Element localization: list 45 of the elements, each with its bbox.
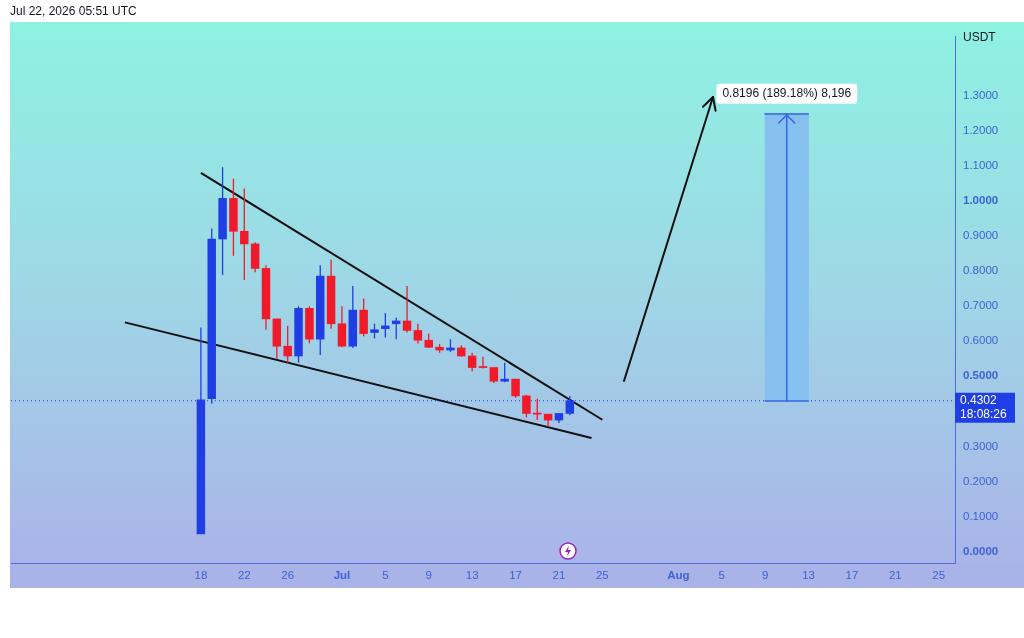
y-tick-label: 0.5000 [963, 369, 999, 382]
candlestick [413, 323, 423, 345]
y-tick-label: 0.9000 [963, 229, 999, 242]
x-tick-label: 21 [888, 569, 902, 582]
x-tick-label: 25 [595, 569, 609, 582]
x-tick-label: 22 [237, 569, 251, 582]
chart-subtitle: Jul 22, 2026 05:51 UTC [10, 4, 137, 18]
candlestick [402, 285, 412, 334]
y-tick-label: 0.8000 [963, 264, 999, 277]
text: 18:08:26 [960, 407, 1008, 422]
candlestick [467, 352, 477, 373]
y-tick-label: 0.0000 [963, 544, 999, 557]
x-tick-label: Jul [333, 569, 351, 582]
candlestick [337, 305, 347, 348]
x-tick-label: 25 [932, 569, 946, 582]
x-tick-label: Aug [667, 569, 690, 582]
x-tick-label: 17 [845, 569, 859, 582]
candlestick [511, 378, 520, 399]
candlestick [478, 356, 488, 370]
y-tick-label: 0.1000 [963, 509, 999, 522]
candlestick [283, 325, 292, 365]
y-axis-title: USDT [963, 30, 996, 44]
candlestick [381, 312, 390, 339]
candlestick [240, 187, 249, 281]
x-tick-label: 21 [552, 569, 566, 582]
x-tick-label: 5 [718, 569, 725, 582]
x-tick-label: 17 [509, 569, 522, 582]
x-tick-label: 13 [802, 569, 815, 582]
y-tick-label: 0.7000 [963, 299, 999, 312]
ref-line-label: 0.4302 [960, 393, 998, 408]
y-tick-label: 0.2000 [963, 474, 999, 487]
y-tick-label: 0.6000 [963, 334, 999, 347]
x-tick-label: 9 [425, 569, 432, 582]
candlestick [522, 394, 531, 418]
x-tick-label: 18 [194, 569, 208, 582]
y-tick-label: 1.1000 [963, 159, 999, 172]
x-tick-label: 26 [281, 569, 295, 582]
x-tick-label: 13 [465, 569, 479, 582]
y-tick-label: 1.0000 [963, 194, 999, 207]
y-tick-label: 1.2000 [963, 124, 999, 137]
y-tick-label: 1.3000 [963, 89, 999, 102]
x-tick-label: 9 [761, 569, 769, 582]
data-label: 0.8196 (189.18%) 8,196 [722, 85, 852, 100]
y-tick-label: 0.3000 [963, 439, 999, 452]
x-tick-label: 5 [382, 569, 389, 582]
